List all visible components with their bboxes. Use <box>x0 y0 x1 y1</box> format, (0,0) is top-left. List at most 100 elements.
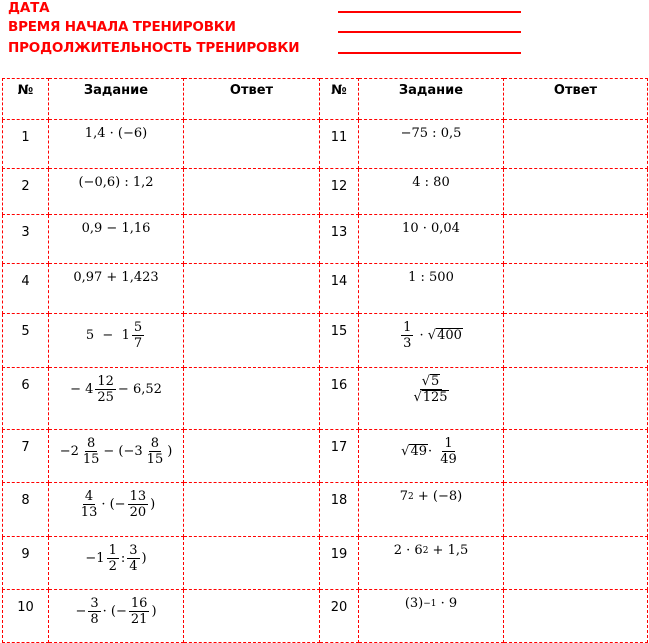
math-text: 10 · 0,04 <box>402 221 460 236</box>
math-text: −2 <box>59 444 79 459</box>
answer-cell[interactable] <box>183 119 320 169</box>
answer-cell[interactable] <box>183 429 320 483</box>
math-text: 2 · 6 <box>393 543 423 558</box>
task-expression: −1 1 2:3 4) <box>48 536 184 590</box>
task-number: 10 <box>2 589 49 643</box>
task-expression: 4 : 80 <box>358 168 504 215</box>
duration-blank-line[interactable] <box>338 52 521 54</box>
numerator: 1 <box>442 436 455 452</box>
task-number: 1 <box>2 119 49 169</box>
answer-cell[interactable] <box>183 589 320 643</box>
math-text: 16 <box>130 596 148 611</box>
square-root: √ 5 <box>422 374 441 389</box>
denominator: 15 <box>81 452 102 467</box>
fraction: 8 15 <box>145 436 166 467</box>
start-time-blank-line[interactable] <box>338 31 521 33</box>
denominator: 15 <box>145 452 166 467</box>
answer-cell[interactable] <box>183 367 320 430</box>
denominator: 49 <box>438 452 459 467</box>
math-text: 0,9 − 1,16 <box>81 221 151 236</box>
math-expression: −1 1 2:3 4) <box>85 543 146 574</box>
denominator: 7 <box>132 336 144 351</box>
math-text: 1 <box>108 543 117 558</box>
answer-cell[interactable] <box>183 482 320 537</box>
radicand: 49 <box>409 444 429 459</box>
table-row: 1 1,4 · (−6) 11 −75 : 0,5 <box>2 119 648 169</box>
task-expression: −2 8 15− (−3 8 15) <box>48 429 184 483</box>
math-text: −75 : 0,5 <box>400 126 462 141</box>
math-expression: −75 : 0,5 <box>401 126 462 141</box>
answer-cell[interactable] <box>503 429 648 483</box>
answer-cell[interactable] <box>503 482 648 537</box>
math-text: 5 <box>133 320 143 335</box>
math-text: · 9 <box>436 596 458 611</box>
math-text: ) <box>141 551 147 566</box>
task-number: 13 <box>319 214 359 264</box>
task-expression: 10 · 0,04 <box>358 214 504 264</box>
col-answer-right: Ответ <box>503 78 648 120</box>
radical-sign-icon: √ <box>421 374 430 389</box>
math-text: 4 <box>129 559 138 574</box>
answer-cell[interactable] <box>503 589 648 643</box>
math-text: − 6,52 <box>117 382 162 397</box>
table-row: 7 −2 8 15− (−3 8 15) 17 √ 49 · 1 49 <box>2 429 648 483</box>
denominator: 13 <box>79 505 100 520</box>
radicand: 400 <box>436 328 463 343</box>
task-number: 18 <box>319 482 359 537</box>
radical-sign-icon: √ <box>427 328 437 343</box>
math-text: 1 <box>444 436 453 451</box>
math-text: − <box>75 604 87 619</box>
answer-cell[interactable] <box>503 367 648 430</box>
math-text: 8 <box>86 436 96 451</box>
math-expression: 4 : 80 <box>412 175 449 190</box>
math-text: 15 <box>146 452 164 467</box>
radicand: 125 <box>421 390 449 405</box>
answer-cell[interactable] <box>503 168 648 215</box>
math-text: 3 <box>129 543 138 558</box>
math-text: · <box>428 444 437 459</box>
math-text: ) <box>167 444 173 459</box>
numerator: 4 <box>82 489 96 505</box>
col-task-left: Задание <box>48 78 184 120</box>
numerator: 1 <box>401 320 414 336</box>
answer-cell[interactable] <box>183 214 320 264</box>
math-text: (3) <box>404 596 424 611</box>
answer-cell[interactable] <box>503 263 648 314</box>
answer-cell[interactable] <box>503 313 648 368</box>
task-expression: −75 : 0,5 <box>358 119 504 169</box>
math-text: + 1,5 <box>428 543 469 558</box>
numerator: 3 <box>127 543 140 559</box>
math-text: (−0,6) : 1,2 <box>78 175 154 190</box>
table-row: 8 4 13 · (− 13 20) 18 7 2 + (−8) <box>2 482 648 537</box>
math-text: 4 <box>84 489 94 504</box>
fraction: 4 13 <box>79 489 100 520</box>
math-text: 2 <box>108 559 117 574</box>
answer-cell[interactable] <box>503 119 648 169</box>
fraction: √ 5 √ 125 <box>411 374 450 405</box>
answer-cell[interactable] <box>183 168 320 215</box>
math-text: ) <box>151 604 157 619</box>
numerator: 8 <box>84 436 98 452</box>
radicand: 5 <box>430 374 441 389</box>
task-number: 3 <box>2 214 49 264</box>
answer-cell[interactable] <box>503 214 648 264</box>
denominator: 20 <box>128 505 149 520</box>
math-expression: 1 : 500 <box>408 270 454 285</box>
task-number: 19 <box>319 536 359 590</box>
answer-cell[interactable] <box>503 536 648 590</box>
task-expression: √ 49 · 1 49 <box>358 429 504 483</box>
answer-cell[interactable] <box>183 313 320 368</box>
math-text: 21 <box>130 612 148 627</box>
denominator: 25 <box>95 390 116 405</box>
answer-cell[interactable] <box>183 263 320 314</box>
table-row: 6− 4 12 25− 6,52 16 √ 5 √ 125 <box>2 367 648 430</box>
answer-cell[interactable] <box>183 536 320 590</box>
math-text: ) <box>150 497 156 512</box>
date-blank-line[interactable] <box>338 11 521 13</box>
math-expression: √ 49 · 1 49 <box>401 436 461 467</box>
